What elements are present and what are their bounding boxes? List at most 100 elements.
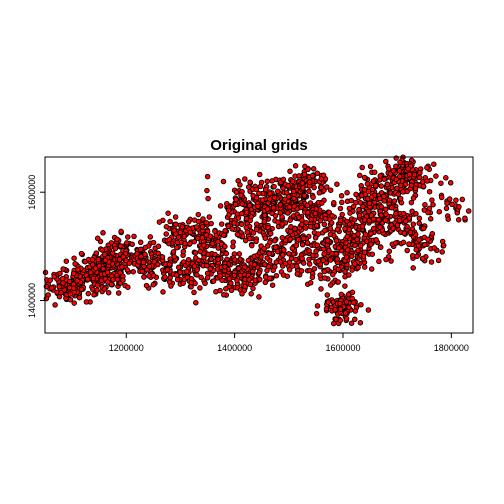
data-point bbox=[250, 285, 256, 292]
data-point bbox=[378, 204, 385, 210]
data-point bbox=[94, 282, 101, 288]
data-point bbox=[318, 286, 324, 292]
data-point bbox=[320, 257, 326, 263]
data-point bbox=[377, 173, 383, 179]
data-point bbox=[443, 205, 450, 212]
data-point bbox=[446, 196, 453, 202]
y-tick-label: 1400000 bbox=[27, 283, 37, 318]
data-point bbox=[291, 203, 297, 209]
data-point bbox=[298, 268, 305, 274]
data-point bbox=[123, 240, 130, 246]
data-point bbox=[165, 210, 171, 216]
data-point bbox=[429, 197, 435, 203]
data-point bbox=[335, 266, 342, 273]
data-point bbox=[359, 223, 366, 229]
data-point bbox=[421, 225, 427, 232]
data-point bbox=[330, 271, 336, 278]
data-point bbox=[236, 251, 243, 257]
data-point bbox=[354, 236, 360, 243]
data-point bbox=[115, 290, 122, 296]
data-point bbox=[175, 264, 182, 271]
data-point bbox=[120, 254, 126, 260]
data-point bbox=[85, 276, 91, 283]
data-point bbox=[155, 250, 161, 257]
data-point bbox=[277, 259, 284, 265]
data-point bbox=[368, 241, 374, 247]
data-point bbox=[100, 266, 106, 272]
data-point bbox=[195, 211, 202, 218]
data-point bbox=[251, 261, 258, 268]
data-point bbox=[89, 262, 96, 268]
data-point bbox=[365, 307, 372, 313]
data-point bbox=[424, 178, 430, 184]
data-point bbox=[377, 224, 383, 230]
data-point bbox=[125, 284, 131, 290]
data-point bbox=[255, 203, 261, 210]
data-point bbox=[327, 187, 334, 193]
data-point bbox=[223, 250, 230, 257]
data-point bbox=[272, 237, 278, 244]
data-point bbox=[249, 242, 255, 249]
data-point bbox=[368, 194, 375, 200]
data-point bbox=[222, 243, 228, 250]
data-point bbox=[74, 277, 80, 284]
data-point bbox=[104, 279, 111, 285]
data-point bbox=[420, 255, 426, 262]
data-point bbox=[370, 178, 377, 184]
data-point bbox=[395, 191, 402, 198]
data-point bbox=[465, 208, 472, 214]
data-point bbox=[151, 259, 157, 265]
data-point bbox=[325, 299, 331, 305]
data-point bbox=[369, 251, 376, 257]
data-point bbox=[139, 268, 146, 275]
data-point bbox=[310, 194, 316, 200]
data-point bbox=[357, 199, 364, 206]
data-point bbox=[306, 248, 312, 254]
data-point bbox=[256, 270, 262, 276]
data-point bbox=[386, 166, 392, 172]
data-point bbox=[236, 265, 242, 272]
data-point bbox=[267, 275, 273, 281]
data-point bbox=[376, 195, 383, 202]
data-point bbox=[166, 261, 173, 268]
data-point bbox=[280, 252, 286, 258]
data-point bbox=[444, 200, 450, 206]
data-point bbox=[356, 212, 363, 219]
data-point bbox=[225, 223, 232, 229]
data-point bbox=[266, 250, 272, 257]
x-tick-label: 1200000 bbox=[109, 343, 144, 353]
data-point bbox=[138, 246, 144, 253]
data-point bbox=[242, 264, 248, 270]
data-point bbox=[185, 256, 192, 263]
data-point bbox=[118, 228, 124, 235]
data-point bbox=[262, 279, 269, 286]
data-point bbox=[350, 299, 357, 306]
data-point bbox=[367, 163, 374, 170]
data-point bbox=[191, 289, 197, 296]
data-point bbox=[301, 235, 307, 242]
data-point bbox=[313, 248, 319, 254]
data-point bbox=[293, 256, 299, 263]
data-point bbox=[195, 218, 202, 225]
data-point bbox=[447, 180, 454, 186]
data-point bbox=[394, 185, 400, 192]
data-point bbox=[264, 206, 271, 212]
data-point bbox=[197, 248, 203, 255]
data-point bbox=[288, 223, 294, 230]
data-point bbox=[105, 289, 112, 296]
data-point bbox=[453, 197, 459, 203]
data-point bbox=[63, 258, 70, 264]
data-point bbox=[91, 292, 97, 298]
data-point bbox=[427, 216, 434, 222]
data-point bbox=[397, 173, 403, 180]
data-point bbox=[343, 240, 349, 246]
data-point bbox=[307, 223, 314, 230]
data-point bbox=[131, 233, 137, 240]
data-point bbox=[204, 173, 211, 180]
data-point bbox=[372, 182, 379, 189]
data-point bbox=[235, 215, 242, 221]
data-point bbox=[129, 241, 135, 248]
data-point bbox=[393, 155, 399, 161]
data-point bbox=[219, 277, 225, 283]
data-point bbox=[329, 213, 335, 219]
